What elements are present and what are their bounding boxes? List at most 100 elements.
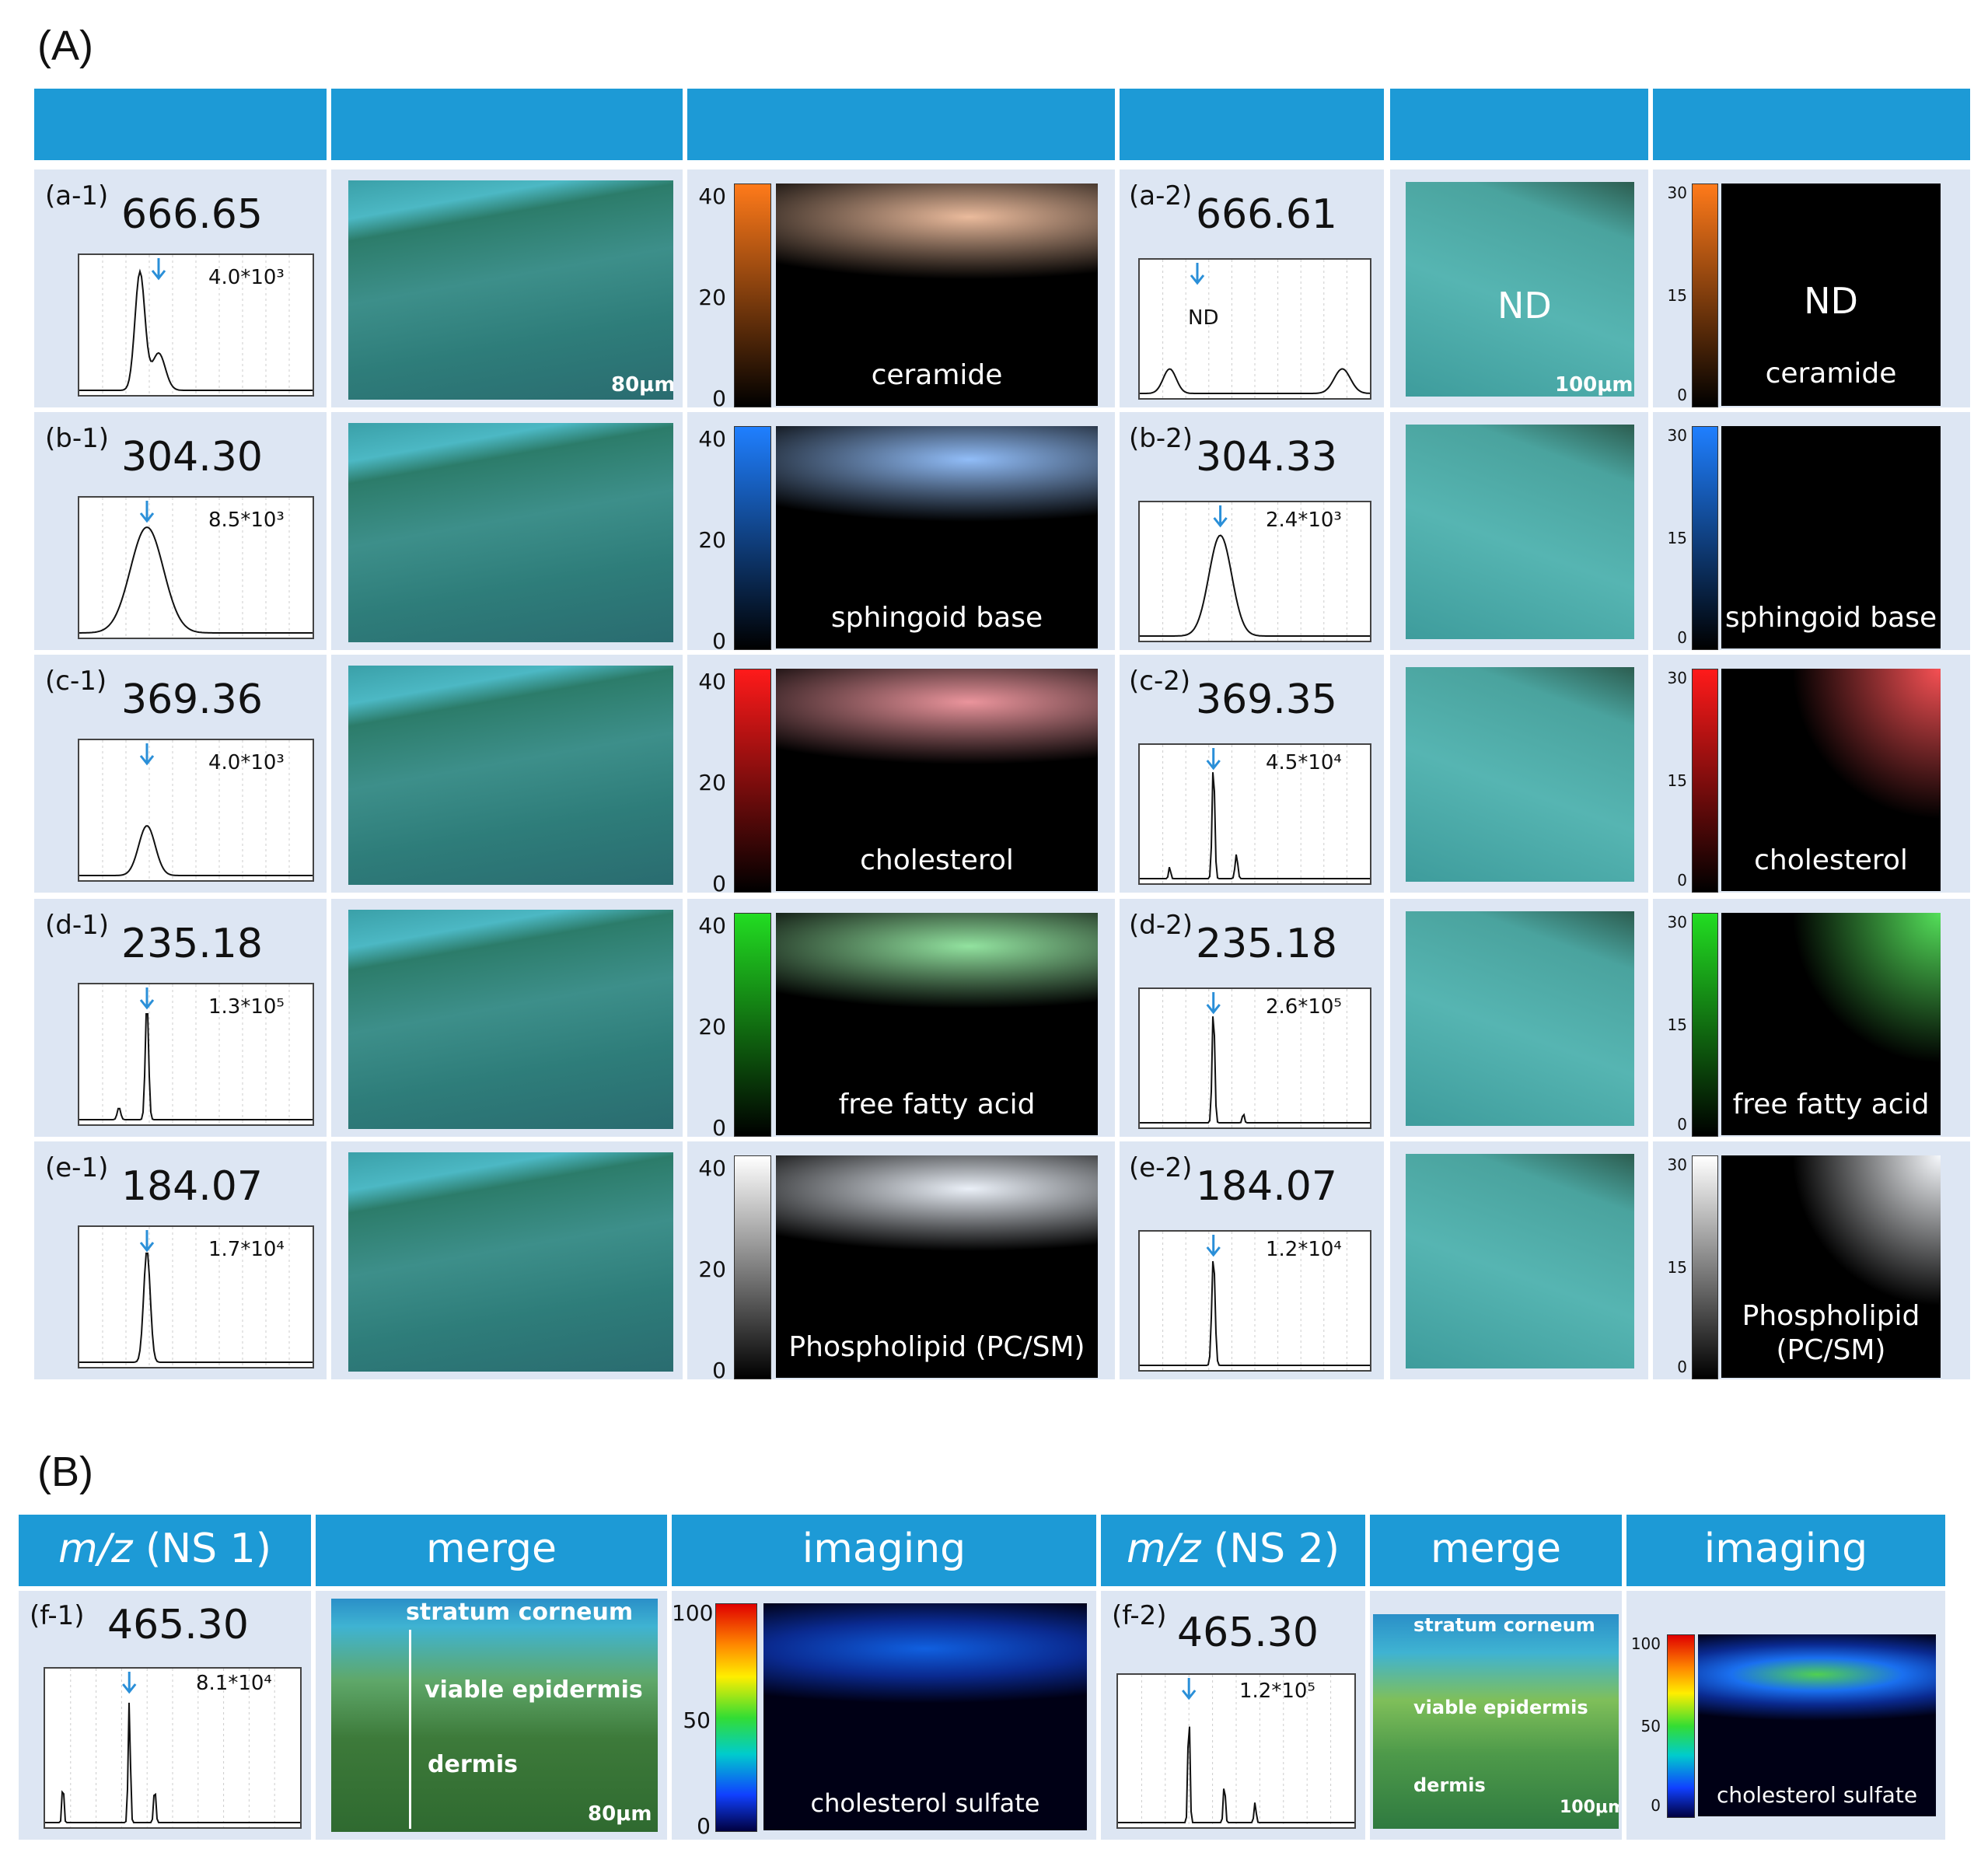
f2-cbar-tick-min: 0	[1651, 1796, 1661, 1815]
header-mz-ns2-text: (NS 2)	[1200, 1526, 1340, 1572]
header-mz-ns2: m/z (NS 2)	[1101, 1515, 1365, 1586]
spectrum-trace	[1140, 772, 1370, 879]
d1-intensity: 1.3*10⁵	[208, 995, 285, 1019]
peak-arrow-icon	[151, 258, 166, 281]
header-imaging-1-text: imaging	[802, 1526, 966, 1572]
peak-arrow-icon	[1190, 263, 1205, 285]
f2-dermis-annotation: dermis	[1413, 1774, 1486, 1796]
f2-cbar-tick-mid: 50	[1640, 1717, 1661, 1735]
e2-compound-label-line2: (PC/SM)	[1776, 1334, 1886, 1366]
f2-merge-cell: stratum corneum viable epidermis dermis …	[1370, 1591, 1622, 1840]
f2-compound-label: cholesterol sulfate	[1716, 1782, 1918, 1808]
d1-spectrum	[78, 983, 314, 1126]
a2-spectrum	[1138, 258, 1371, 400]
spectrum-trace	[1140, 1016, 1370, 1124]
e1-compound-label: Phospholipid (PC/SM)	[788, 1331, 1085, 1363]
c1-imaging-cell: 40 20 0 cholesterol	[687, 655, 1115, 897]
a1-merge-cell: 80μm	[331, 170, 683, 407]
a1-imaging-image: ceramide	[776, 184, 1098, 406]
d1-cbar-tick-max: 40	[698, 913, 726, 938]
d1-cbar-tick-mid: 20	[698, 1014, 726, 1040]
header-merge-1-text: merge	[425, 1526, 557, 1572]
b2-merge-cell	[1390, 412, 1648, 650]
e1-merge-cell	[331, 1141, 683, 1379]
panel-a-header-cell	[1653, 89, 1970, 160]
e2-mz: 184.07	[1196, 1163, 1337, 1210]
e2-compound-label-line1: Phospholipid	[1742, 1300, 1920, 1332]
a2-cbar-tick-min: 0	[1677, 386, 1687, 404]
panel-a-header-cell	[1120, 89, 1384, 160]
c2-colorbar	[1692, 669, 1718, 893]
a1-spectrum-cell: (a-1) 666.65 4.0*10³	[34, 170, 327, 407]
f1-compound-label: cholesterol sulfate	[810, 1788, 1040, 1818]
a2-cbar-tick-mid: 15	[1667, 286, 1687, 305]
peak-arrow-icon	[1206, 748, 1221, 771]
b1-merge-image	[348, 423, 673, 642]
e2-merge-cell	[1390, 1141, 1648, 1379]
f1-dermis-annotation: dermis	[428, 1751, 519, 1778]
b2-compound-label: sphingoid base	[1724, 602, 1937, 634]
b2-cbar-tick-max: 30	[1667, 426, 1687, 445]
a1-label: (a-1)	[45, 180, 109, 211]
c2-label: (c-2)	[1129, 666, 1191, 697]
d2-cbar-tick-min: 0	[1677, 1115, 1687, 1134]
d1-compound-label: free fatty acid	[838, 1089, 1036, 1120]
b2-imaging-image: sphingoid base	[1721, 426, 1941, 648]
f1-spectrum	[44, 1667, 302, 1829]
a1-spectrum	[78, 253, 314, 397]
d2-imaging-cell: 30 15 0 free fatty acid	[1653, 899, 1970, 1137]
f1-imaging-image: cholesterol sulfate	[763, 1603, 1087, 1830]
c1-intensity: 4.0*10³	[208, 751, 285, 774]
a1-cbar-tick-mid: 20	[698, 285, 726, 310]
panel-a-header-cell	[331, 89, 683, 160]
c1-mz: 369.36	[121, 676, 263, 723]
header-mz-ns1-text: (NS 1)	[132, 1526, 272, 1572]
f1-spectrum-cell: (f-1) 465.30 8.1*10⁴	[19, 1591, 311, 1840]
a1-imaging-cell: 40 20 0 ceramide	[687, 170, 1115, 411]
f2-scale-bar: 100μm	[1560, 1798, 1619, 1817]
f2-label: (f-2)	[1112, 1600, 1167, 1631]
f1-mz: 465.30	[107, 1602, 249, 1648]
e1-colorbar	[734, 1155, 771, 1379]
f1-intensity: 8.1*10⁴	[196, 1672, 272, 1695]
peak-arrow-icon	[1206, 1235, 1221, 1257]
d2-compound-label: free fatty acid	[1732, 1089, 1930, 1120]
b1-compound-label: sphingoid base	[830, 602, 1043, 634]
f2-sc-annotation: stratum corneum	[1413, 1614, 1595, 1636]
e1-spectrum	[78, 1225, 314, 1368]
c2-merge-cell	[1390, 655, 1648, 893]
a2-merge-image: ND 100μm	[1406, 182, 1634, 397]
c2-cbar-tick-max: 30	[1667, 669, 1687, 687]
b1-mz: 304.30	[121, 434, 263, 481]
c1-compound-label: cholesterol	[860, 844, 1014, 876]
f1-scale-bar: 80μm	[588, 1802, 652, 1826]
c2-mz: 369.35	[1196, 676, 1337, 723]
e1-imaging-image: Phospholipid (PC/SM)	[776, 1155, 1098, 1378]
a2-nd-peak-label: ND	[1188, 306, 1219, 330]
f1-cbar-tick-min: 0	[697, 1813, 711, 1839]
d1-merge-cell	[331, 899, 683, 1137]
a2-spectrum-cell: (a-2) 666.61 ND	[1120, 170, 1384, 407]
b2-label: (b-2)	[1129, 423, 1193, 454]
b1-cbar-tick-min: 0	[712, 628, 726, 654]
e1-spectrum-cell: (e-1) 184.07 1.7*10⁴	[34, 1141, 327, 1379]
f2-imaging-image: cholesterol sulfate	[1698, 1634, 1936, 1816]
f2-ve-annotation: viable epidermis	[1413, 1697, 1588, 1718]
d2-spectrum	[1138, 987, 1371, 1129]
b1-label: (b-1)	[45, 423, 110, 454]
f1-sc-annotation: stratum corneum	[406, 1599, 634, 1626]
spectrum-trace	[79, 825, 313, 876]
d2-imaging-image: free fatty acid	[1721, 913, 1941, 1135]
e2-intensity: 1.2*10⁴	[1266, 1238, 1342, 1261]
spectrum-trace	[1140, 534, 1370, 637]
d1-cbar-tick-min: 0	[712, 1115, 726, 1141]
f1-ve-annotation: viable epidermis	[425, 1676, 643, 1704]
a2-colorbar	[1692, 184, 1718, 407]
a2-nd-merge-label: ND	[1497, 285, 1552, 327]
a2-compound-label: ceramide	[1765, 358, 1897, 390]
a1-intensity: 4.0*10³	[208, 266, 285, 289]
c1-imaging-image: cholesterol	[776, 669, 1098, 891]
e1-cbar-tick-max: 40	[698, 1155, 726, 1181]
header-mz-ns1: m/z (NS 1)	[19, 1515, 311, 1586]
c1-cbar-tick-max: 40	[698, 669, 726, 694]
